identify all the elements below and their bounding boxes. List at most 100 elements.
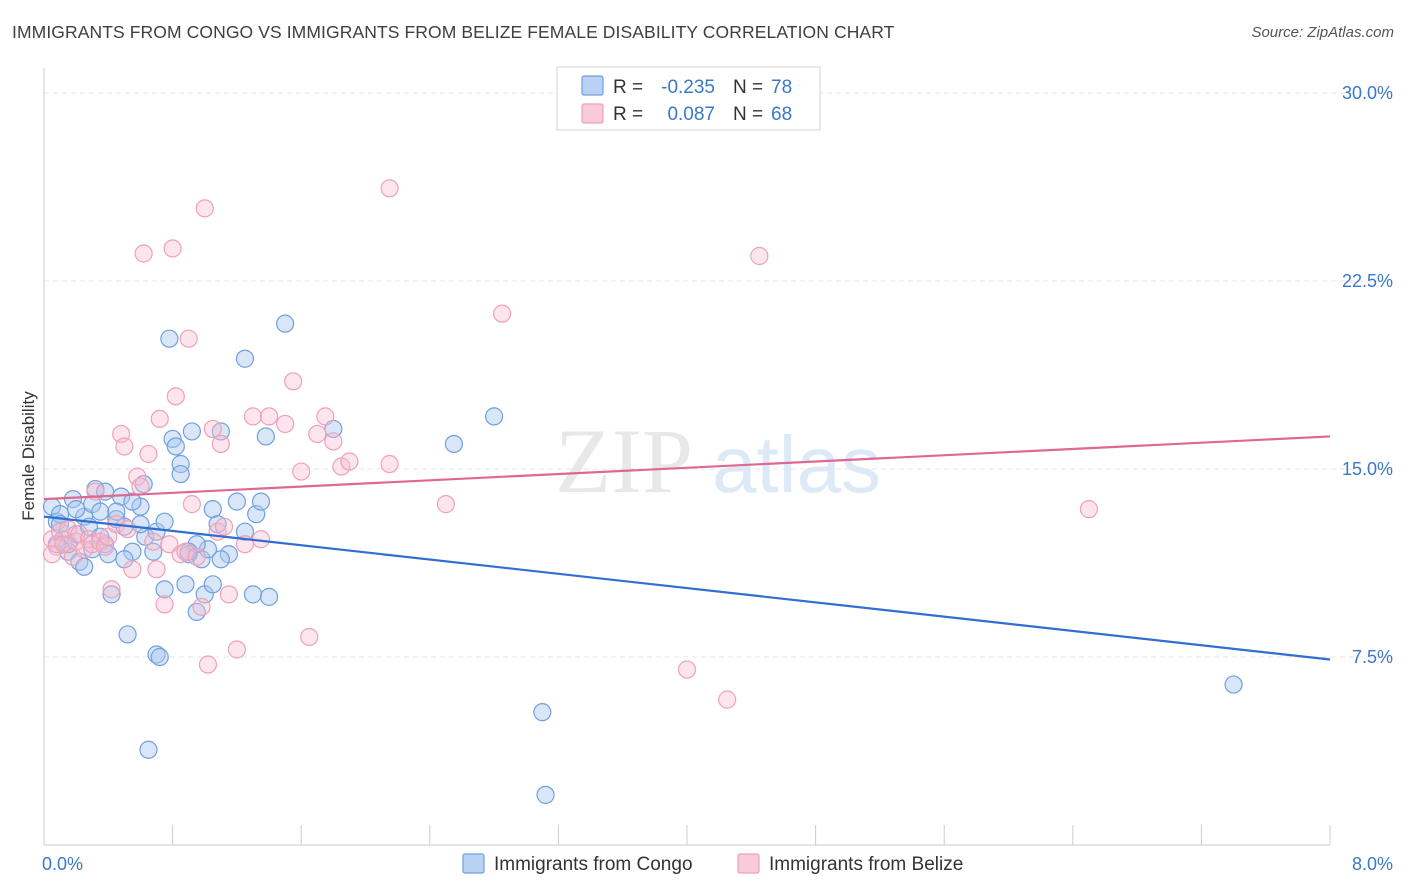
- congo-point-48: [251, 492, 271, 511]
- belize-point-15: [102, 580, 121, 599]
- y-tick-label-1: 15.0%: [1342, 459, 1393, 479]
- belize-point-22: [131, 477, 150, 496]
- belize-point-30: [163, 239, 182, 258]
- belize-point-18: [115, 437, 134, 456]
- congo-point-45: [235, 522, 255, 541]
- x-tick-label-1: 8.0%: [1352, 854, 1393, 874]
- congo-point-69: [67, 500, 86, 519]
- congo-point-52: [235, 349, 255, 368]
- congo-point-76: [211, 550, 230, 569]
- legend-swatch-belize: [581, 103, 604, 124]
- belize-point-43: [214, 517, 234, 536]
- congo-point-22: [134, 474, 153, 494]
- congo-point-24: [139, 740, 158, 759]
- belize-point-42: [211, 434, 230, 454]
- y-tick-label-2: 22.5%: [1342, 271, 1393, 291]
- x-axis-labels: 0.0% 8.0%: [42, 854, 1393, 874]
- belize-point-37: [192, 597, 211, 616]
- legend-r-value-belize: 0.087: [667, 104, 715, 125]
- belize-point-49: [259, 407, 279, 426]
- congo-point-25: [144, 542, 163, 561]
- y-tick-label-0: 7.5%: [1352, 647, 1393, 667]
- source-label: Source: ZipAtlas.com: [1251, 24, 1394, 41]
- congo-point-56: [533, 703, 552, 722]
- belize-point-67: [42, 545, 62, 564]
- belize-point-39: [198, 655, 218, 674]
- belize-point-60: [380, 454, 399, 474]
- congo-point-50: [259, 587, 279, 606]
- belize-point-55: [316, 407, 335, 426]
- belize-point-54: [308, 424, 327, 444]
- belize-point-36: [187, 547, 206, 566]
- congo-point-49: [256, 427, 275, 446]
- belize-point-61: [436, 495, 455, 514]
- trend-lines: [43, 435, 1331, 661]
- congo-point-58: [1224, 675, 1243, 694]
- belize-point-33: [176, 542, 195, 561]
- legend-n-value-congo: 78: [771, 77, 792, 98]
- y-axis-title: Female Disability: [19, 391, 38, 521]
- belize-point-45: [227, 640, 246, 659]
- belize-point-62: [493, 304, 512, 323]
- x-axis-ticks: [43, 825, 1331, 845]
- belize-point-53: [300, 627, 319, 647]
- congo-point-36: [187, 602, 206, 622]
- congo-point-29: [160, 329, 179, 348]
- belize-point-25: [144, 532, 163, 551]
- congo-point-26: [147, 645, 166, 664]
- chart-title: IMMIGRANTS FROM CONGO VS IMMIGRANTS FROM…: [12, 22, 895, 42]
- belize-point-26: [147, 560, 166, 579]
- belize-point-31: [166, 387, 185, 406]
- series-legend: Immigrants from Congo Immigrants from Be…: [462, 853, 963, 875]
- congo-trend-line: [43, 515, 1331, 661]
- legend-r-label-belize: R =: [613, 104, 643, 125]
- legend-swatch-congo: [581, 75, 604, 96]
- congo-point-68: [203, 575, 222, 594]
- congo-point-74: [155, 512, 174, 531]
- legend-r-label-congo: R =: [613, 77, 643, 98]
- congo-point-63: [107, 502, 126, 521]
- congo-point-57: [536, 785, 555, 804]
- belize-point-65: [750, 246, 769, 266]
- belize-point-51: [284, 372, 303, 391]
- watermark-zip: ZIP: [555, 410, 693, 512]
- congo-point-54: [444, 434, 464, 454]
- correlation-legend: R = -0.235 N = 78 R = 0.087 N = 68: [556, 66, 821, 131]
- legend-label-belize: Immigrants from Belize: [769, 854, 963, 875]
- belize-points: [42, 179, 1098, 709]
- congo-point-15: [102, 585, 121, 604]
- belize-point-52: [292, 462, 311, 481]
- x-tick-label-0: 0.0%: [42, 854, 83, 874]
- congo-point-51: [276, 314, 295, 333]
- belize-point-34: [179, 329, 198, 348]
- congo-point-31: [166, 437, 185, 456]
- y-tick-label-3: 30.0%: [1342, 83, 1393, 103]
- legend-n-label-congo: N =: [733, 77, 763, 98]
- congo-point-35: [182, 422, 201, 441]
- congo-point-66: [171, 464, 190, 484]
- belize-point-56: [324, 432, 343, 451]
- congo-point-27: [150, 647, 169, 667]
- congo-points: [42, 314, 1243, 804]
- congo-point-40: [203, 500, 222, 519]
- legend-swatch-congo-bottom: [462, 853, 485, 874]
- belize-point-59: [380, 179, 399, 198]
- legend-swatch-belize-bottom: [737, 853, 760, 874]
- congo-point-44: [227, 492, 246, 511]
- belize-point-66: [1079, 500, 1098, 519]
- belize-point-44: [219, 585, 238, 604]
- belize-point-23: [134, 244, 153, 263]
- legend-label-congo: Immigrants from Congo: [494, 854, 693, 875]
- belize-point-9: [79, 530, 99, 549]
- congo-point-19: [118, 625, 137, 644]
- belize-point-63: [677, 660, 697, 679]
- belize-point-24: [139, 444, 158, 464]
- belize-point-38: [195, 199, 214, 218]
- gridlines: [44, 92, 1392, 658]
- belize-point-50: [276, 414, 295, 434]
- belize-point-40: [203, 419, 222, 439]
- belize-point-28: [155, 595, 174, 614]
- belize-point-13: [95, 537, 115, 556]
- congo-point-12: [91, 502, 110, 521]
